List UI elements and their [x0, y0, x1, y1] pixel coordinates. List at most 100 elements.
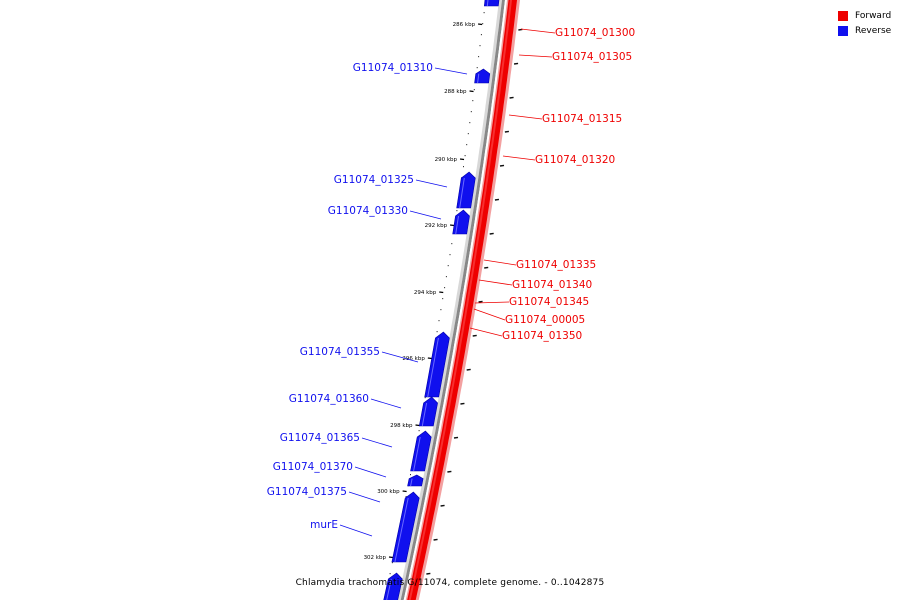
- tick-label: 300 kbp: [377, 489, 400, 495]
- reverse-gene-shine: [477, 73, 480, 84]
- minor-tick: [424, 397, 426, 399]
- major-tick: [459, 158, 465, 161]
- reverse-gene-leader: [370, 398, 402, 409]
- outer-tick: [466, 368, 471, 371]
- reverse-gene-block: [483, 0, 500, 7]
- reverse-gene-label: murE: [310, 519, 338, 531]
- minor-tick: [480, 34, 482, 36]
- forward-gene-label: G11074_01350: [502, 330, 582, 342]
- minor-tick: [466, 144, 468, 146]
- minor-tick: [410, 474, 411, 476]
- forward-gene-leader: [520, 28, 556, 34]
- major-tick: [402, 490, 407, 493]
- outer-tick: [433, 538, 438, 541]
- reverse-gene-shine: [413, 436, 421, 472]
- reverse-gene-block: [452, 209, 470, 235]
- outer-tick: [478, 300, 483, 303]
- major-tick: [469, 90, 474, 93]
- forward-gene-label: G11074_01315: [542, 113, 622, 125]
- outer-tick: [489, 232, 494, 235]
- reverse-gene-shine: [486, 0, 489, 7]
- tick-label: 290 kbp: [435, 157, 458, 163]
- minor-tick: [389, 573, 391, 575]
- legend-reverse: Reverse: [838, 23, 891, 38]
- minor-tick: [451, 243, 453, 245]
- forward-gene-leader: [508, 114, 543, 120]
- reverse-gene-label: G11074_01355: [300, 346, 380, 358]
- tick-label: 298 kbp: [390, 423, 413, 429]
- forward-strand: [407, 0, 517, 600]
- forward-gene-label: G11074_00005: [505, 314, 585, 326]
- minor-tick: [476, 67, 478, 69]
- reverse-gene-leader: [361, 437, 393, 448]
- minor-tick: [391, 562, 393, 564]
- minor-tick: [479, 45, 481, 47]
- major-tick: [478, 23, 483, 26]
- major-tick: [439, 291, 444, 294]
- reverse-gene-shine: [459, 177, 465, 209]
- reverse-gene-shine: [394, 497, 409, 563]
- tick-label: 288 kbp: [444, 89, 467, 95]
- outer-tick: [518, 28, 523, 31]
- forward-gene-leader: [518, 54, 553, 58]
- outer-tick: [460, 402, 465, 405]
- forward-gene-label: G11074_01305: [552, 51, 632, 63]
- reverse-gene-block: [407, 474, 424, 487]
- minor-tick: [418, 430, 420, 432]
- reverse-gene-shine: [455, 215, 459, 235]
- reverse-gene-shine: [410, 478, 413, 487]
- outer-tick: [509, 96, 514, 99]
- forward-swatch: [838, 10, 848, 21]
- reverse-gene-label: G11074_01360: [289, 393, 369, 405]
- genome-caption: Chlamydia trachomatis G/11074, complete …: [295, 578, 605, 588]
- outer-tick: [484, 266, 489, 269]
- forward-gene-label: G11074_01345: [509, 296, 589, 308]
- reverse-gene-label: G11074_01375: [267, 486, 347, 498]
- forward-gene-label: G11074_01335: [516, 259, 596, 271]
- forward-gene-leader: [483, 259, 517, 266]
- forward-gene-leader: [474, 301, 510, 304]
- reverse-gene-leader: [409, 210, 442, 220]
- outer-tick: [453, 436, 459, 439]
- minor-tick: [470, 111, 472, 113]
- forward-gene-leader: [469, 327, 503, 337]
- major-tick: [388, 556, 394, 559]
- reverse-gene-label: G11074_01310: [353, 62, 433, 74]
- minor-tick: [456, 210, 458, 212]
- outer-tick: [499, 164, 505, 167]
- outer-tick: [494, 198, 500, 201]
- forward-gene-leader: [478, 279, 513, 286]
- reverse-gene-leader: [339, 524, 373, 537]
- minor-tick: [449, 254, 451, 256]
- outer-tick: [426, 572, 431, 575]
- legend-forward: Forward: [838, 8, 891, 23]
- tick-label: 286 kbp: [453, 22, 476, 28]
- minor-tick: [444, 287, 446, 289]
- reverse-gene-leader: [381, 351, 419, 363]
- minor-tick: [440, 309, 442, 311]
- tick-label: 292 kbp: [425, 223, 448, 229]
- reverse-gene-leader: [415, 179, 448, 188]
- scale-ticks: 286 kbp 288 kbp 290 kbp 292 kbp 294 kbp 296 k…: [364, 12, 523, 586]
- reverse-gene-leader: [354, 466, 387, 478]
- forward-gene-leader: [473, 308, 506, 321]
- outer-tick: [447, 470, 452, 473]
- minor-tick: [436, 331, 438, 333]
- tick-label: 294 kbp: [414, 290, 437, 296]
- outer-tick: [504, 130, 510, 133]
- minor-tick: [478, 56, 480, 58]
- reverse-gene-label: G11074_01330: [328, 205, 408, 217]
- tick-label: 302 kbp: [364, 555, 387, 561]
- minor-tick: [472, 100, 474, 102]
- minor-tick: [438, 320, 440, 322]
- legend-forward-label: Forward: [855, 10, 892, 21]
- forward-gene-label: G11074_01320: [535, 154, 615, 166]
- reverse-gene-leader: [348, 491, 381, 503]
- outer-tick: [440, 504, 445, 507]
- minor-tick: [442, 298, 444, 300]
- major-tick: [415, 424, 420, 427]
- outer-tick: [472, 334, 477, 337]
- tick-label: 296 kbp: [402, 356, 425, 362]
- reverse-genes: G11074_01310 G11074_01325 G11074_01330 G110…: [267, 0, 500, 600]
